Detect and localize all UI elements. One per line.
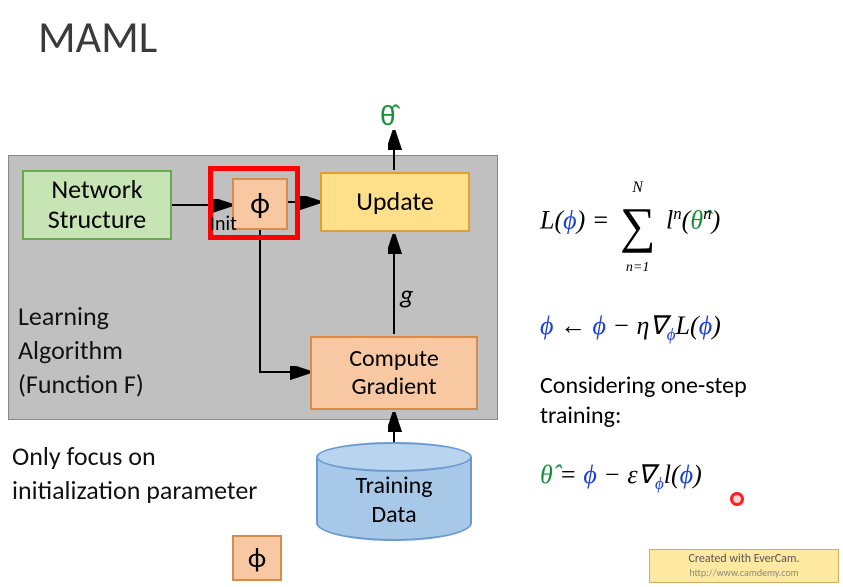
update-formula: ϕ ← ϕ − η∇ϕL(ϕ) [540,306,830,348]
init-label: Init [210,212,237,236]
loss-l-sup: n [673,204,681,223]
sigma-icon: ∑ [620,208,656,243]
onestep-formula: θ̂ = ϕ − ε∇ϕl(ϕ) [540,455,830,497]
g-label: g [400,278,413,310]
os-l: l [664,460,671,489]
network-structure-box: Network Structure [22,170,172,240]
learning-algorithm-label: Learning Algorithm (Function F) [18,300,144,401]
update-label: Update [356,187,434,217]
evercam-line2: http://www.camdemy.com [689,566,798,579]
network-structure-label: Network Structure [48,175,146,235]
formula-area: L(ϕ) = N ∑ n=1 ln(θ̂n) ϕ ← ϕ − η∇ϕL(ϕ) C… [540,150,830,521]
evercam-badge: Created with EverCam. http://www.camdemy… [649,549,839,583]
training-data-cylinder: Training Data [316,442,472,544]
sum-lower: n=1 [626,260,649,275]
upd-L: L [676,311,690,340]
upd-phi1: ϕ [540,311,553,340]
theta-hat-symbol: θ̂ [380,98,396,133]
sum-upper: N [632,179,643,196]
compute-gradient-label: Compute Gradient [349,345,439,400]
cylinder-top [316,442,472,472]
os-nabla-sub: ϕ [655,474,664,493]
upd-phi3: ϕ [699,311,712,340]
phi-box-bottom: ϕ [232,535,282,581]
upd-nabla-sub: ϕ [667,325,676,344]
loss-phi: ϕ [563,206,576,235]
sum-block: N ∑ n=1 [620,164,656,282]
os-nabla: ∇ [638,460,655,489]
phi-symbol-bottom: ϕ [248,542,266,574]
focus-label: Only focus on initialization parameter [12,440,257,508]
upd-arrow: ← [560,311,586,340]
upd-nabla: ∇ [649,311,666,340]
compute-gradient-box: Compute Gradient [310,336,478,410]
loss-formula: L(ϕ) = N ∑ n=1 ln(θ̂n) [540,164,830,282]
os-phi2: ϕ [680,460,693,489]
os-phi1: ϕ [583,460,596,489]
page-title: MAML [38,10,157,64]
evercam-line1: Created with EverCam. [688,552,799,566]
laser-pointer-icon [730,492,744,506]
os-theta: θ̂ [540,460,553,489]
loss-theta: θ̂ [690,206,703,235]
upd-eta: η [636,311,649,340]
os-eps: ε [627,460,637,489]
loss-theta-sup: n [703,204,711,223]
upd-phi2: ϕ [592,311,605,340]
considering-text: Considering one-step training: [540,371,830,431]
loss-L: L [540,206,554,235]
theta-hat-label: θ̂ [380,98,396,133]
update-box: Update [320,172,470,232]
training-data-label: Training Data [316,472,472,530]
